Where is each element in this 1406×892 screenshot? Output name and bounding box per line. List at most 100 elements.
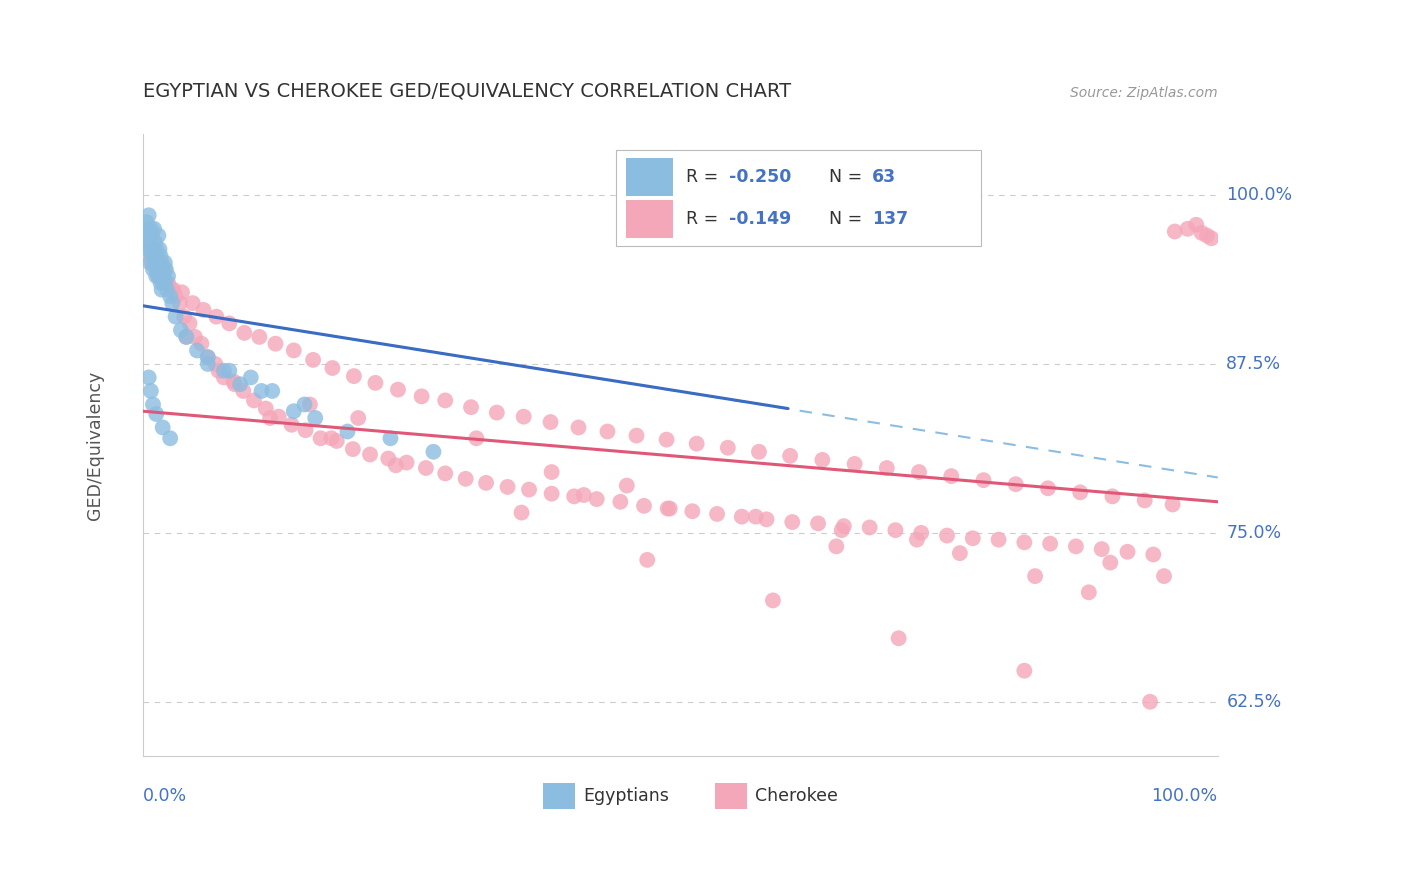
Point	[1185, 218, 1208, 232]
Point	[512, 409, 534, 424]
Point	[347, 411, 370, 425]
Point	[229, 377, 252, 392]
Point	[145, 262, 167, 277]
Point	[165, 289, 187, 303]
Point	[170, 323, 193, 337]
Point	[949, 546, 972, 560]
Point	[138, 208, 160, 222]
Point	[280, 417, 302, 432]
Text: Egyptians: Egyptians	[582, 788, 669, 805]
Point	[1139, 695, 1161, 709]
Point	[141, 228, 163, 243]
FancyBboxPatch shape	[616, 150, 981, 246]
Point	[148, 228, 170, 243]
Point	[706, 507, 728, 521]
Point	[825, 540, 848, 554]
Point	[633, 499, 655, 513]
Point	[454, 472, 477, 486]
Point	[139, 235, 162, 250]
Point	[298, 397, 321, 411]
Point	[139, 384, 162, 398]
Point	[218, 364, 240, 378]
Point	[380, 431, 402, 445]
Point	[232, 384, 254, 398]
Point	[745, 509, 768, 524]
Point	[832, 519, 855, 533]
Point	[1091, 542, 1114, 557]
Point	[1039, 536, 1062, 550]
Point	[136, 222, 159, 236]
Point	[1099, 556, 1122, 570]
Point	[844, 457, 866, 471]
Text: Source: ZipAtlas.com: Source: ZipAtlas.com	[1070, 86, 1218, 100]
Point	[250, 384, 273, 398]
Point	[212, 364, 235, 378]
Point	[153, 255, 176, 269]
FancyBboxPatch shape	[626, 200, 673, 238]
Point	[887, 632, 910, 646]
Point	[1077, 585, 1099, 599]
Point	[321, 361, 343, 376]
Text: 62.5%: 62.5%	[1226, 693, 1282, 711]
Point	[475, 475, 498, 490]
Point	[143, 255, 166, 269]
Point	[212, 370, 235, 384]
Point	[908, 465, 931, 479]
Point	[267, 409, 290, 424]
Point	[910, 525, 932, 540]
Point	[434, 467, 457, 481]
Point	[309, 431, 332, 445]
Point	[859, 520, 882, 534]
Point	[145, 407, 167, 421]
Point	[385, 458, 408, 473]
Point	[152, 269, 174, 284]
Point	[1133, 493, 1156, 508]
Point	[153, 276, 176, 290]
Point	[176, 330, 198, 344]
Point	[1064, 540, 1087, 554]
Point	[807, 516, 830, 531]
Text: N =: N =	[828, 168, 868, 186]
Point	[1153, 569, 1175, 583]
Point	[152, 420, 174, 434]
Point	[145, 269, 167, 284]
Point	[283, 343, 305, 358]
Point	[1014, 664, 1036, 678]
Point	[157, 269, 180, 284]
Text: R =: R =	[686, 168, 724, 186]
Point	[395, 456, 418, 470]
Point	[359, 448, 381, 462]
Point	[1164, 225, 1187, 239]
Text: N =: N =	[828, 211, 868, 228]
Point	[294, 397, 316, 411]
Point	[540, 486, 562, 500]
Text: 75.0%: 75.0%	[1226, 524, 1281, 541]
Point	[1142, 548, 1164, 562]
Point	[731, 509, 754, 524]
Point	[831, 523, 853, 537]
Point	[780, 515, 803, 529]
Point	[685, 436, 707, 450]
Point	[658, 501, 681, 516]
Point	[143, 249, 166, 263]
Point	[411, 389, 433, 403]
Point	[321, 431, 343, 445]
Point	[148, 269, 170, 284]
Text: 100.0%: 100.0%	[1226, 186, 1292, 204]
Point	[596, 425, 619, 439]
Point	[156, 283, 179, 297]
Point	[1177, 222, 1199, 236]
Point	[616, 478, 638, 492]
Point	[233, 326, 256, 340]
Point	[162, 296, 184, 310]
Point	[336, 425, 359, 439]
Point	[264, 336, 287, 351]
Point	[141, 249, 163, 263]
Point	[142, 262, 165, 277]
Point	[748, 444, 770, 458]
Point	[139, 255, 162, 269]
Point	[176, 330, 198, 344]
Point	[135, 235, 157, 250]
Point	[884, 523, 907, 537]
FancyBboxPatch shape	[714, 783, 747, 809]
